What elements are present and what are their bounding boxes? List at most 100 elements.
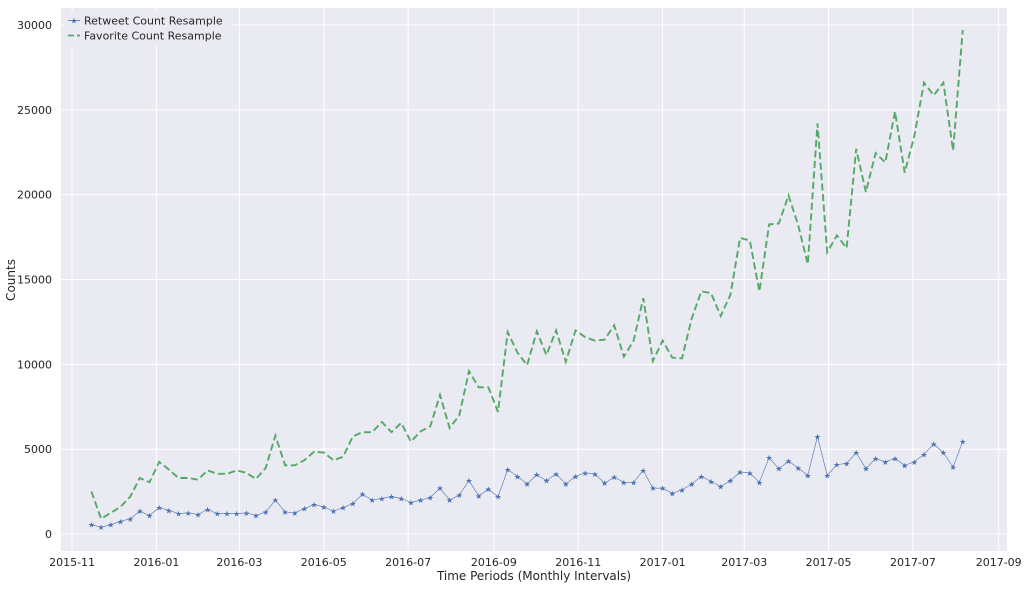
data-point-retweet-count-resample: ★ bbox=[707, 477, 714, 486]
data-point-retweet-count-resample: ★ bbox=[620, 478, 627, 487]
data-point-retweet-count-resample: ★ bbox=[920, 450, 927, 459]
data-point-retweet-count-resample: ★ bbox=[562, 480, 569, 489]
x-tick-label: 2016-05 bbox=[301, 556, 347, 569]
y-tick-label: 15000 bbox=[17, 274, 52, 287]
x-tick-label: 2017-03 bbox=[721, 556, 767, 569]
data-point-retweet-count-resample: ★ bbox=[311, 500, 318, 509]
data-point-retweet-count-resample: ★ bbox=[252, 511, 259, 520]
data-point-retweet-count-resample: ★ bbox=[514, 472, 521, 481]
y-axis-label: Counts bbox=[4, 259, 18, 301]
data-point-retweet-count-resample: ★ bbox=[146, 511, 153, 520]
data-point-retweet-count-resample: ★ bbox=[688, 480, 695, 489]
data-point-retweet-count-resample: ★ bbox=[349, 499, 356, 508]
data-point-retweet-count-resample: ★ bbox=[949, 463, 956, 472]
data-point-retweet-count-resample: ★ bbox=[262, 508, 269, 517]
data-point-retweet-count-resample: ★ bbox=[833, 460, 840, 469]
data-point-retweet-count-resample: ★ bbox=[891, 455, 898, 464]
y-tick-label: 25000 bbox=[17, 104, 52, 117]
x-tick-label: 2016-01 bbox=[133, 556, 179, 569]
data-point-retweet-count-resample: ★ bbox=[436, 484, 443, 493]
data-point-retweet-count-resample: ★ bbox=[291, 509, 298, 518]
data-point-retweet-count-resample: ★ bbox=[862, 465, 869, 474]
data-point-retweet-count-resample: ★ bbox=[320, 503, 327, 512]
data-point-retweet-count-resample: ★ bbox=[756, 478, 763, 487]
data-point-retweet-count-resample: ★ bbox=[853, 449, 860, 458]
data-point-retweet-count-resample: ★ bbox=[553, 470, 560, 479]
data-point-retweet-count-resample: ★ bbox=[456, 491, 463, 500]
x-tick-label: 2016-11 bbox=[555, 556, 601, 569]
data-point-retweet-count-resample: ★ bbox=[814, 432, 821, 441]
data-point-retweet-count-resample: ★ bbox=[156, 504, 163, 513]
data-point-retweet-count-resample: ★ bbox=[504, 466, 511, 475]
data-point-retweet-count-resample: ★ bbox=[911, 458, 918, 467]
data-point-retweet-count-resample: ★ bbox=[872, 455, 879, 464]
legend-label-retweet: Retweet Count Resample bbox=[84, 15, 223, 28]
data-point-retweet-count-resample: ★ bbox=[766, 454, 773, 463]
x-tick-labels: 2015-11 2016-01 2016-03 2016-05 2016-07 2016-… bbox=[49, 556, 1022, 569]
data-point-retweet-count-resample: ★ bbox=[340, 504, 347, 513]
y-tick-label: 0 bbox=[45, 528, 52, 541]
data-point-retweet-count-resample: ★ bbox=[243, 509, 250, 518]
legend-marker-retweet: ★ bbox=[70, 17, 77, 26]
data-point-retweet-count-resample: ★ bbox=[359, 490, 366, 499]
data-point-retweet-count-resample: ★ bbox=[185, 509, 192, 518]
legend: ★ Retweet Count Resample Favorite Count … bbox=[64, 12, 232, 46]
x-tick-label: 2017-05 bbox=[806, 556, 852, 569]
x-tick-label: 2017-07 bbox=[890, 556, 936, 569]
y-tick-label: 30000 bbox=[17, 19, 52, 32]
x-tick-label: 2016-07 bbox=[385, 556, 431, 569]
data-point-retweet-count-resample: ★ bbox=[475, 492, 482, 501]
x-tick-label: 2016-03 bbox=[216, 556, 262, 569]
data-point-retweet-count-resample: ★ bbox=[107, 521, 114, 530]
data-point-retweet-count-resample: ★ bbox=[930, 440, 937, 449]
data-point-retweet-count-resample: ★ bbox=[572, 472, 579, 481]
data-point-retweet-count-resample: ★ bbox=[678, 486, 685, 495]
data-point-retweet-count-resample: ★ bbox=[165, 506, 172, 515]
data-point-retweet-count-resample: ★ bbox=[427, 494, 434, 503]
data-point-retweet-count-resample: ★ bbox=[804, 471, 811, 480]
data-point-retweet-count-resample: ★ bbox=[882, 458, 889, 467]
data-point-retweet-count-resample: ★ bbox=[523, 480, 530, 489]
legend-box bbox=[64, 12, 232, 46]
data-point-retweet-count-resample: ★ bbox=[301, 505, 308, 514]
x-tick-label: 2016-09 bbox=[471, 556, 517, 569]
data-point-retweet-count-resample: ★ bbox=[214, 510, 221, 519]
y-tick-label: 10000 bbox=[17, 358, 52, 371]
data-point-retweet-count-resample: ★ bbox=[640, 466, 647, 475]
data-point-retweet-count-resample: ★ bbox=[727, 477, 734, 486]
data-point-retweet-count-resample: ★ bbox=[582, 469, 589, 478]
data-point-retweet-count-resample: ★ bbox=[775, 465, 782, 474]
data-point-retweet-count-resample: ★ bbox=[795, 464, 802, 473]
series-line-retweet-count-resample bbox=[91, 436, 963, 528]
data-point-retweet-count-resample: ★ bbox=[940, 449, 947, 458]
data-point-retweet-count-resample: ★ bbox=[117, 517, 124, 526]
data-point-retweet-count-resample: ★ bbox=[959, 438, 966, 447]
data-point-retweet-count-resample: ★ bbox=[746, 469, 753, 478]
data-point-retweet-count-resample: ★ bbox=[194, 511, 201, 520]
data-point-retweet-count-resample: ★ bbox=[223, 510, 230, 519]
data-point-retweet-count-resample: ★ bbox=[485, 485, 492, 494]
x-axis-label: Time Periods (Monthly Intervals) bbox=[436, 569, 631, 583]
data-point-retweet-count-resample: ★ bbox=[843, 460, 850, 469]
data-point-retweet-count-resample: ★ bbox=[533, 471, 540, 480]
x-tick-label: 2017-01 bbox=[640, 556, 686, 569]
data-point-retweet-count-resample: ★ bbox=[378, 494, 385, 503]
data-point-retweet-count-resample: ★ bbox=[717, 483, 724, 492]
data-point-retweet-count-resample: ★ bbox=[494, 493, 501, 502]
data-point-retweet-count-resample: ★ bbox=[785, 457, 792, 466]
data-point-retweet-count-resample: ★ bbox=[407, 499, 414, 508]
data-point-retweet-count-resample: ★ bbox=[388, 493, 395, 502]
data-point-retweet-count-resample: ★ bbox=[465, 477, 472, 486]
data-point-retweet-count-resample: ★ bbox=[233, 510, 240, 519]
data-point-retweet-count-resample: ★ bbox=[611, 473, 618, 482]
data-point-retweet-count-resample: ★ bbox=[204, 505, 211, 514]
data-point-retweet-count-resample: ★ bbox=[272, 496, 279, 505]
data-point-retweet-count-resample: ★ bbox=[630, 478, 637, 487]
data-point-retweet-count-resample: ★ bbox=[669, 489, 676, 498]
data-point-retweet-count-resample: ★ bbox=[175, 510, 182, 519]
data-point-retweet-count-resample: ★ bbox=[88, 521, 95, 530]
data-point-retweet-count-resample: ★ bbox=[901, 461, 908, 470]
data-point-retweet-count-resample: ★ bbox=[98, 523, 105, 532]
data-point-retweet-count-resample: ★ bbox=[398, 494, 405, 503]
